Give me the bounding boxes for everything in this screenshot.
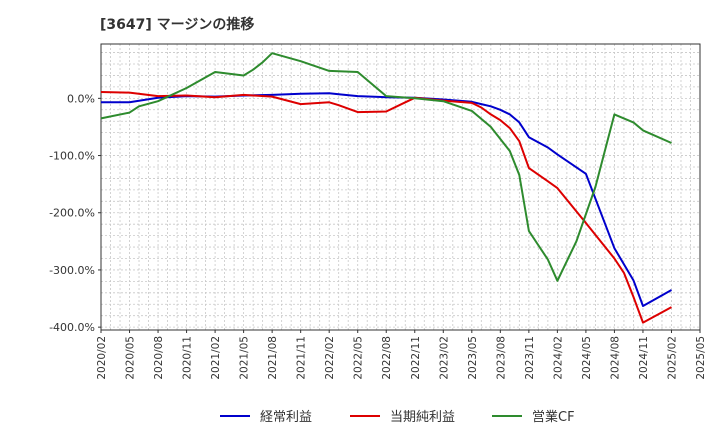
legend-label-1: 経常利益 [260,410,312,425]
series-line-2 [100,91,672,324]
x-tick-label: 2024/11 [638,336,650,380]
y-tick-label: -100.0% [49,150,95,163]
y-tick-label: -300.0% [49,264,95,277]
y-tick-label: -400.0% [49,321,95,334]
x-tick-label: 2020/05 [125,336,137,380]
plot-area [101,44,700,330]
y-tick-label: -200.0% [49,207,95,220]
x-tick-label: 2021/02 [210,336,222,380]
plot-border [100,43,701,331]
x-tick-label: 2022/08 [381,336,393,380]
x-tick-label: 2021/05 [239,336,251,380]
x-tick-label: 2025/02 [666,336,678,380]
x-tick-label: 2023/11 [524,336,536,380]
x-tick-label: 2022/11 [410,336,422,380]
x-tick-label: 2023/02 [438,336,450,380]
legend-label-2: 当期純利益 [390,410,455,425]
x-tick-label: 2021/11 [296,336,308,380]
series-line-3 [100,52,672,282]
x-tick-label: 2021/08 [267,336,279,380]
x-tick-label: 2020/08 [153,336,165,380]
x-tick-label: 2025/05 [695,336,707,380]
x-tick-label: 2022/05 [353,336,365,380]
legend-label-3: 営業CF [532,409,575,425]
x-tick-label: 2024/08 [609,336,621,380]
x-tick-label: 2023/05 [467,336,479,380]
chart-title: [3647] マージンの推移 [100,17,255,33]
x-tick-label: 2024/02 [552,336,564,380]
x-tick-label: 2023/08 [495,336,507,380]
x-tick-label: 2024/05 [581,336,593,380]
x-tick-label: 2022/02 [324,336,336,380]
y-tick-label: 0.0% [67,92,95,105]
x-tick-label: 2020/11 [182,336,194,380]
x-tick-label: 2020/02 [96,336,108,380]
